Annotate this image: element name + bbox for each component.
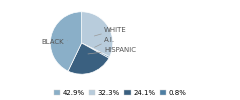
Wedge shape — [82, 43, 110, 58]
Text: BLACK: BLACK — [42, 39, 67, 45]
Wedge shape — [82, 12, 113, 57]
Text: A.I.: A.I. — [95, 37, 115, 47]
Wedge shape — [50, 12, 82, 71]
Text: WHITE: WHITE — [94, 27, 127, 36]
Wedge shape — [68, 43, 109, 74]
Legend: 42.9%, 32.3%, 24.1%, 0.8%: 42.9%, 32.3%, 24.1%, 0.8% — [53, 89, 187, 96]
Text: HISPANIC: HISPANIC — [88, 47, 136, 54]
